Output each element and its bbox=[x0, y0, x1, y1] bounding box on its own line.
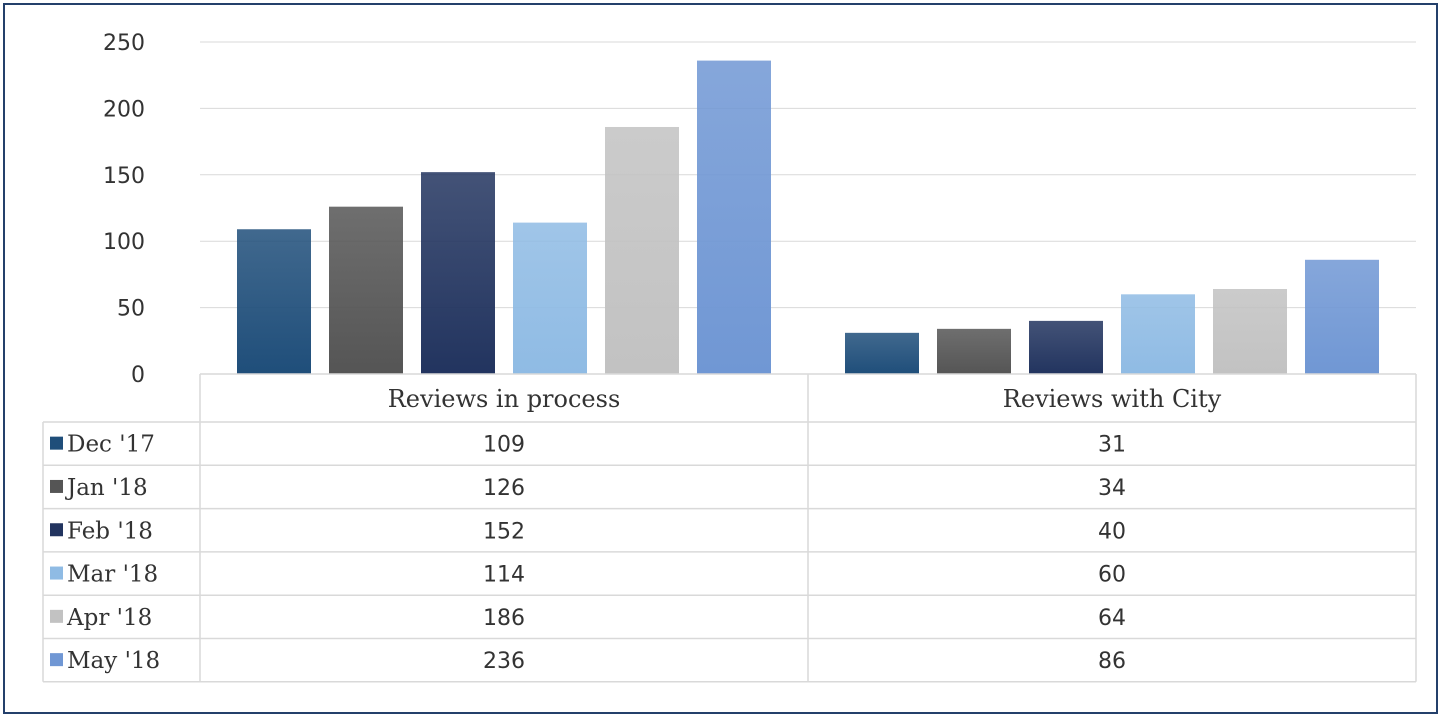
data-label: 86 bbox=[1098, 649, 1126, 674]
bar bbox=[329, 206, 403, 374]
y-tick-label: 200 bbox=[103, 97, 145, 122]
bar bbox=[1121, 294, 1195, 374]
y-tick-label: 100 bbox=[103, 230, 145, 255]
data-label: 64 bbox=[1098, 606, 1126, 631]
data-table: Reviews in process Reviews with City Dec '… bbox=[42, 373, 1417, 683]
y-tick-label: 150 bbox=[103, 164, 145, 189]
legend-label: May '18 bbox=[67, 648, 160, 674]
bar bbox=[237, 229, 311, 374]
data-label: 152 bbox=[483, 519, 525, 544]
data-label: 60 bbox=[1098, 563, 1126, 588]
data-label: 34 bbox=[1098, 476, 1126, 501]
bar bbox=[937, 328, 1011, 374]
bar bbox=[421, 172, 495, 374]
legend-label: Mar '18 bbox=[67, 562, 158, 588]
bar bbox=[1305, 259, 1379, 374]
legend-swatch bbox=[50, 523, 63, 537]
legend-label: Jan '18 bbox=[65, 475, 148, 501]
legend-label: Feb '18 bbox=[67, 518, 153, 544]
bar bbox=[513, 222, 587, 374]
category-label: Reviews in process bbox=[388, 385, 621, 413]
legend-swatch bbox=[50, 653, 63, 667]
data-label: 109 bbox=[483, 433, 525, 458]
legend-label: Dec '17 bbox=[67, 432, 155, 458]
bar bbox=[845, 332, 919, 374]
bar bbox=[697, 60, 771, 374]
data-label: 236 bbox=[483, 649, 525, 674]
category-label: Reviews with City bbox=[1003, 385, 1222, 413]
bar bbox=[1029, 320, 1103, 374]
legend-swatch bbox=[50, 566, 63, 580]
y-tick-label: 50 bbox=[117, 297, 145, 322]
data-label: 186 bbox=[483, 606, 525, 631]
y-axis-ticks: 0 50 100 150 200 250 bbox=[103, 31, 145, 388]
data-label: 31 bbox=[1098, 433, 1126, 458]
data-label: 126 bbox=[483, 476, 525, 501]
y-tick-label: 250 bbox=[103, 31, 145, 56]
legend-label: Apr '18 bbox=[66, 605, 152, 631]
bar bbox=[1213, 289, 1287, 374]
bars bbox=[237, 60, 1379, 374]
legend-swatch bbox=[50, 609, 63, 623]
legend-swatch bbox=[50, 479, 63, 493]
bar bbox=[605, 126, 679, 374]
legend-swatch bbox=[50, 436, 63, 450]
data-label: 114 bbox=[483, 563, 525, 588]
chart-frame: 0 50 100 150 200 250 Reviews in process Review… bbox=[3, 3, 1438, 714]
y-tick-label: 0 bbox=[131, 363, 145, 388]
data-label: 40 bbox=[1098, 519, 1126, 544]
